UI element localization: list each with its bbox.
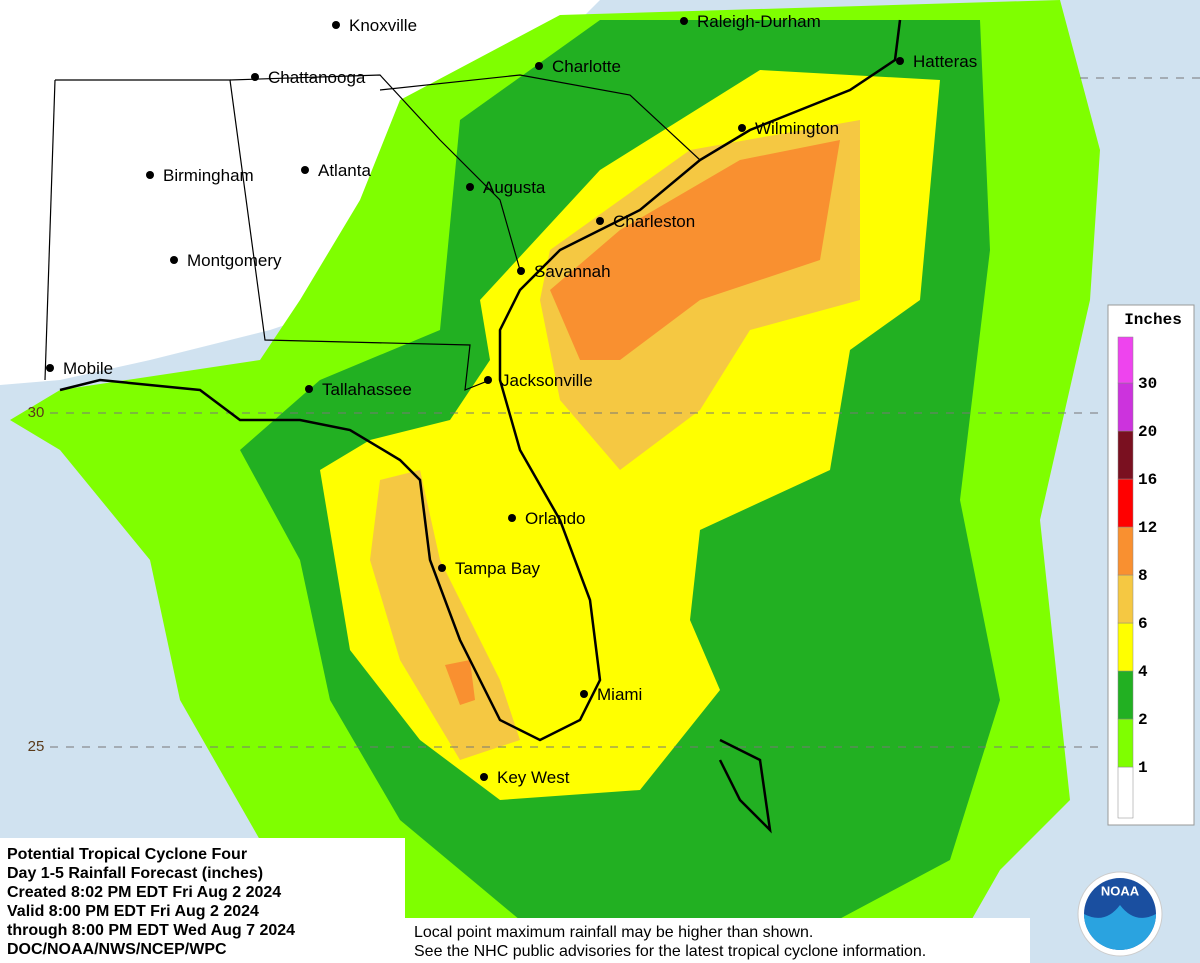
city-label: Augusta bbox=[483, 178, 546, 197]
city-dot bbox=[508, 514, 516, 522]
disclaimer-box bbox=[405, 918, 1030, 963]
city-dot bbox=[517, 267, 525, 275]
state-border bbox=[44, 79, 56, 381]
city-dot bbox=[480, 773, 488, 781]
legend-tick-label: 8 bbox=[1138, 567, 1148, 585]
city-dot bbox=[596, 217, 604, 225]
city-label: Charlotte bbox=[552, 57, 621, 76]
city-dot bbox=[438, 564, 446, 572]
city-dot bbox=[170, 256, 178, 264]
disclaimer-line: Local point maximum rainfall may be high… bbox=[414, 924, 813, 941]
legend-tick-label: 20 bbox=[1138, 423, 1157, 441]
city-dot bbox=[580, 690, 588, 698]
info-text: Potential Tropical Cyclone Four Day 1-5 R… bbox=[7, 846, 295, 958]
city-dot bbox=[305, 385, 313, 393]
latitude-label: 30 bbox=[28, 404, 45, 421]
city-label: Raleigh-Durham bbox=[697, 12, 821, 31]
city-label: Jacksonville bbox=[501, 371, 593, 390]
city-dot bbox=[332, 21, 340, 29]
legend-swatch bbox=[1117, 336, 1134, 384]
noaa-logo-wave bbox=[1084, 905, 1156, 950]
city-label: Chattanooga bbox=[268, 68, 366, 87]
legend-swatch bbox=[1117, 430, 1134, 480]
city-label: Charleston bbox=[613, 212, 695, 231]
legend-swatch bbox=[1117, 526, 1134, 576]
city-label: Tampa Bay bbox=[455, 559, 541, 578]
legend-title: Inches bbox=[1124, 311, 1182, 329]
info-line: Valid 8:00 PM EDT Fri Aug 2 2024 bbox=[7, 903, 259, 920]
city-label: Tallahassee bbox=[322, 380, 412, 399]
city-dot bbox=[484, 376, 492, 384]
rain-8-12 bbox=[445, 660, 475, 705]
city-dot bbox=[535, 62, 543, 70]
legend-tick-label: 12 bbox=[1138, 519, 1157, 537]
legend-swatch bbox=[1117, 574, 1134, 624]
city-dot bbox=[738, 124, 746, 132]
city-dot bbox=[46, 364, 54, 372]
legend-swatch bbox=[1117, 382, 1134, 432]
legend-tick-label: 6 bbox=[1138, 615, 1148, 633]
rain-8-12 bbox=[550, 140, 840, 360]
city-dot bbox=[301, 166, 309, 174]
latitude-label: 25 bbox=[28, 738, 45, 755]
coastline bbox=[718, 738, 772, 834]
legend-tick-label: 16 bbox=[1138, 471, 1157, 489]
city-dot bbox=[146, 171, 154, 179]
coastline bbox=[59, 19, 902, 742]
legend-swatch bbox=[1117, 766, 1134, 819]
city-label: Hatteras bbox=[913, 52, 977, 71]
disclaimer-line: See the NHC public advisories for the la… bbox=[414, 943, 926, 960]
info-line: through 8:00 PM EDT Wed Aug 7 2024 bbox=[7, 922, 295, 939]
city-label: Wilmington bbox=[755, 119, 839, 138]
city-label: Orlando bbox=[525, 509, 585, 528]
city-dot bbox=[466, 183, 474, 191]
disclaimer-text: Local point maximum rainfall may be high… bbox=[414, 924, 926, 960]
info-line: Potential Tropical Cyclone Four bbox=[7, 846, 247, 863]
legend-tick-label: 1 bbox=[1138, 759, 1148, 777]
legend-swatch bbox=[1117, 478, 1134, 528]
city-dot bbox=[896, 57, 904, 65]
city-label: Savannah bbox=[534, 262, 611, 281]
state-border bbox=[379, 74, 701, 161]
legend-swatch bbox=[1117, 718, 1134, 768]
legend-swatch bbox=[1117, 670, 1134, 720]
legend-tick-label: 2 bbox=[1138, 711, 1148, 729]
city-label: Birmingham bbox=[163, 166, 254, 185]
legend-tick-label: 30 bbox=[1138, 375, 1157, 393]
noaa-logo-text: NOAA bbox=[1101, 883, 1140, 898]
city-labels: Knoxville Raleigh-Durham Chattanooga Charlo… bbox=[46, 12, 977, 787]
city-label: Knoxville bbox=[349, 16, 417, 35]
city-dot bbox=[251, 73, 259, 81]
state-border bbox=[229, 74, 521, 271]
state-border bbox=[55, 79, 491, 391]
city-dot bbox=[680, 17, 688, 25]
info-box bbox=[0, 838, 405, 963]
legend-tick-label: 4 bbox=[1138, 663, 1148, 681]
legend-swatch bbox=[1117, 622, 1134, 672]
city-label: Miami bbox=[597, 685, 642, 704]
info-line: Created 8:02 PM EDT Fri Aug 2 2024 bbox=[7, 884, 281, 901]
city-label: Mobile bbox=[63, 359, 113, 378]
info-line: DOC/NOAA/NWS/NCEP/WPC bbox=[7, 941, 227, 958]
city-label: Montgomery bbox=[187, 251, 282, 270]
info-line: Day 1-5 Rainfall Forecast (inches) bbox=[7, 865, 263, 882]
city-label: Key West bbox=[497, 768, 570, 787]
city-label: Atlanta bbox=[318, 161, 371, 180]
